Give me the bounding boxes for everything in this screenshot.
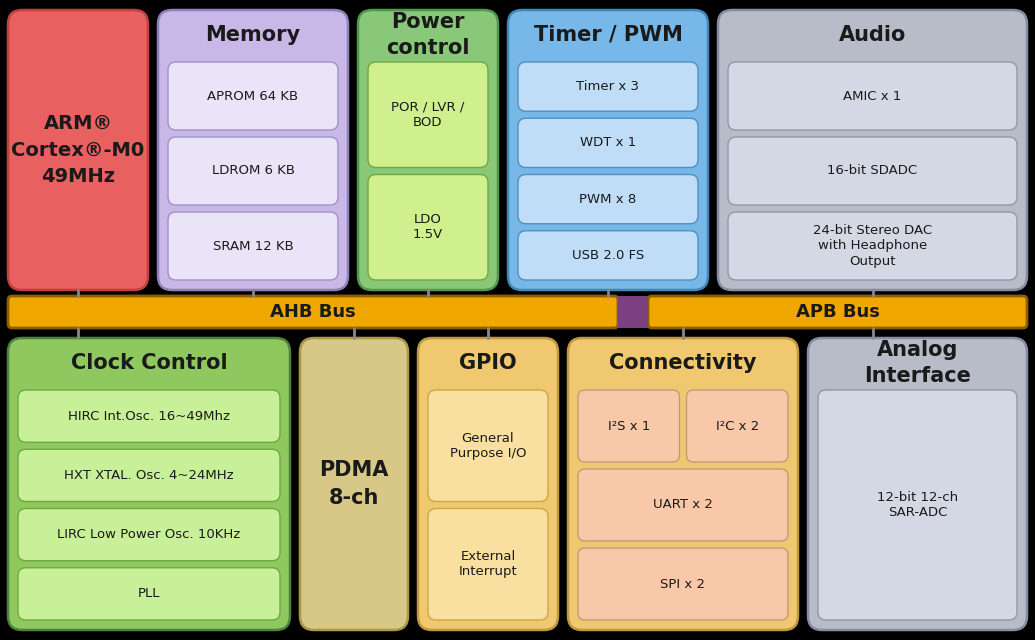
Text: Analog
Interface: Analog Interface [864,340,971,386]
FancyBboxPatch shape [168,212,338,280]
FancyBboxPatch shape [368,175,487,280]
Text: External
Interrupt: External Interrupt [459,550,518,579]
FancyBboxPatch shape [418,338,558,630]
FancyBboxPatch shape [8,10,148,290]
FancyBboxPatch shape [578,469,788,541]
FancyBboxPatch shape [168,137,338,205]
Bar [618,296,648,328]
FancyBboxPatch shape [168,62,338,130]
FancyBboxPatch shape [18,509,280,561]
FancyBboxPatch shape [428,509,548,620]
FancyBboxPatch shape [428,390,548,502]
FancyBboxPatch shape [728,137,1017,205]
FancyBboxPatch shape [158,10,348,290]
Text: WDT x 1: WDT x 1 [580,136,637,149]
Text: USB 2.0 FS: USB 2.0 FS [572,249,644,262]
Text: HXT XTAL. Osc. 4~24MHz: HXT XTAL. Osc. 4~24MHz [64,469,234,482]
Text: AHB Bus: AHB Bus [270,303,356,321]
FancyBboxPatch shape [518,175,698,224]
Text: LDO
1.5V: LDO 1.5V [413,213,443,241]
FancyBboxPatch shape [18,449,280,502]
Text: APROM 64 KB: APROM 64 KB [207,90,298,102]
FancyBboxPatch shape [8,338,290,630]
FancyBboxPatch shape [718,10,1027,290]
FancyBboxPatch shape [728,62,1017,130]
Text: Timer x 3: Timer x 3 [576,80,640,93]
Text: LIRC Low Power Osc. 10KHz: LIRC Low Power Osc. 10KHz [57,528,240,541]
Text: Clock Control: Clock Control [70,353,228,373]
FancyBboxPatch shape [578,390,680,462]
Text: I²C x 2: I²C x 2 [715,419,759,433]
FancyBboxPatch shape [18,390,280,442]
Text: Power
control: Power control [386,12,470,58]
FancyBboxPatch shape [368,62,487,168]
Text: POR / LVR /
BOD: POR / LVR / BOD [391,100,465,129]
Text: UART x 2: UART x 2 [653,499,713,511]
FancyBboxPatch shape [648,296,1027,328]
Text: PDMA
8-ch: PDMA 8-ch [320,460,389,508]
Text: Audio: Audio [838,25,907,45]
FancyBboxPatch shape [818,390,1017,620]
FancyBboxPatch shape [508,10,708,290]
Text: SRAM 12 KB: SRAM 12 KB [212,239,293,253]
Text: APB Bus: APB Bus [796,303,880,321]
Text: PWM x 8: PWM x 8 [580,193,637,205]
Text: General
Purpose I/O: General Purpose I/O [450,432,526,460]
Text: I²S x 1: I²S x 1 [608,419,650,433]
Text: AMIC x 1: AMIC x 1 [844,90,901,102]
FancyBboxPatch shape [578,548,788,620]
FancyBboxPatch shape [18,568,280,620]
Text: LDROM 6 KB: LDROM 6 KB [211,164,295,177]
Text: Timer / PWM: Timer / PWM [534,25,682,45]
FancyBboxPatch shape [568,338,798,630]
Text: 16-bit SDADC: 16-bit SDADC [827,164,918,177]
FancyBboxPatch shape [358,10,498,290]
FancyBboxPatch shape [518,62,698,111]
Text: 12-bit 12-ch
SAR-ADC: 12-bit 12-ch SAR-ADC [877,491,958,519]
FancyBboxPatch shape [8,296,618,328]
FancyBboxPatch shape [686,390,788,462]
Text: PLL: PLL [138,588,160,600]
FancyBboxPatch shape [518,118,698,168]
Text: GPIO: GPIO [460,353,516,373]
Text: Connectivity: Connectivity [610,353,757,373]
FancyBboxPatch shape [728,212,1017,280]
FancyBboxPatch shape [808,338,1027,630]
Text: HIRC Int.Osc. 16~49Mhz: HIRC Int.Osc. 16~49Mhz [68,410,230,422]
Text: 24-bit Stereo DAC
with Headphone
Output: 24-bit Stereo DAC with Headphone Output [812,225,933,268]
FancyBboxPatch shape [300,338,408,630]
Text: Memory: Memory [205,25,300,45]
Text: SPI x 2: SPI x 2 [660,577,706,591]
FancyBboxPatch shape [518,231,698,280]
Text: ARM®
Cortex®-M0
49MHz: ARM® Cortex®-M0 49MHz [11,114,145,186]
